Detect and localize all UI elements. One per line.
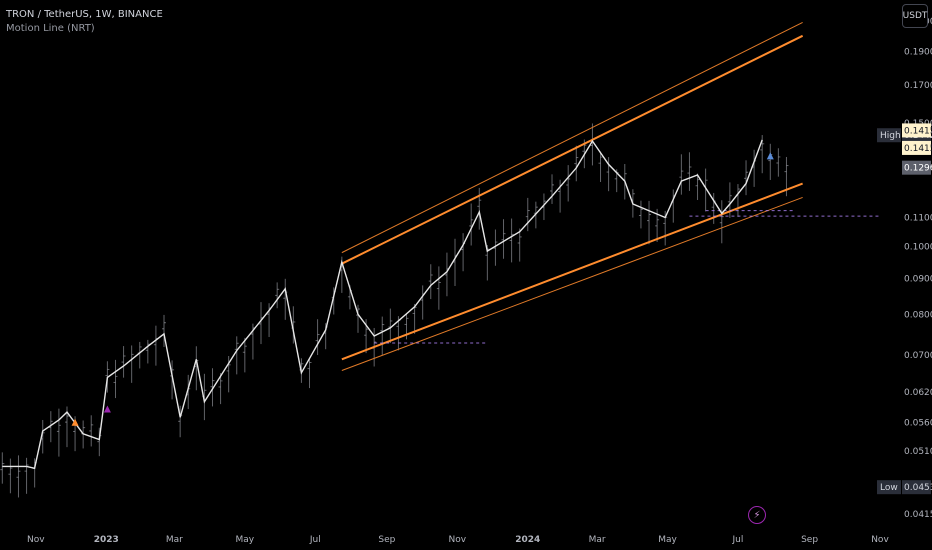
price-badge: 0.1296 [904, 164, 932, 174]
motion-line [2, 139, 763, 470]
channel-lower-outer [341, 197, 803, 371]
price-badge: 0.1415 [904, 126, 932, 136]
badge-tag: Low [880, 483, 898, 493]
price-bars [0, 123, 789, 498]
time-label: May [658, 535, 677, 545]
time-label: Nov [27, 535, 45, 545]
time-label: May [236, 535, 255, 545]
price-badge-bg [902, 140, 931, 155]
time-label: Nov [449, 535, 467, 545]
price-label: 0.0415 [904, 510, 932, 520]
badge-tag-bg [877, 128, 901, 143]
signal-arrow-icon [766, 152, 774, 160]
channel-lower-inner [341, 182, 803, 361]
badge-tag-bg [877, 480, 901, 495]
time-label: Nov [871, 535, 889, 545]
time-axis: Nov 2023 Mar May Jul Sep Nov 2024 Mar May Jul Sep No… [0, 525, 932, 550]
time-label: Jul [309, 535, 321, 545]
time-axis-bg [0, 525, 932, 550]
signal-arrow-icon [103, 405, 111, 413]
currency-button[interactable]: USDT [902, 4, 928, 28]
price-badge-bg [902, 123, 931, 138]
channel-upper-inner [341, 34, 804, 265]
chart-legend: TRON / TetherUS, 1W, BINANCE Motion Line… [6, 8, 163, 36]
indicator-label: Motion Line (NRT) [6, 23, 95, 34]
price-scale: 0.21000.19000.17000.15000.11000.10000.09… [877, 0, 932, 525]
signal-arrow-icon [71, 418, 79, 426]
trend-channel [341, 21, 804, 371]
time-label: Mar [166, 535, 183, 545]
lightning-icon[interactable]: ⚡ [748, 506, 766, 524]
price-badge-bg [902, 160, 931, 175]
time-label: 2024 [515, 535, 540, 545]
price-badge: 0.0453 [904, 483, 932, 493]
price-scale-bg [880, 0, 932, 525]
time-label: Mar [589, 535, 606, 545]
price-badge-bg [902, 480, 931, 495]
symbol-title: TRON / TetherUS, 1W, BINANCE [6, 9, 163, 20]
support-lines [374, 210, 900, 344]
signal-arrows [71, 152, 774, 426]
price-badge: 0.1415 [904, 144, 932, 154]
time-label: Sep [378, 535, 395, 545]
badge-tag: High [880, 131, 901, 141]
time-label: Jul [732, 535, 744, 545]
channel-upper-outer [341, 21, 803, 254]
time-label: 2023 [94, 535, 119, 545]
time-label: Sep [801, 535, 818, 545]
